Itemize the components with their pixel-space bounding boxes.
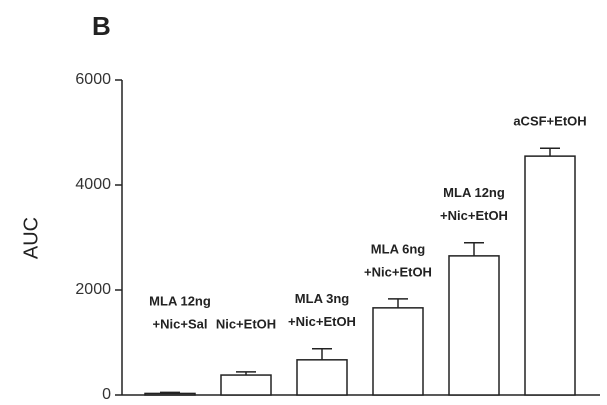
bar (144, 392, 196, 396)
category-label: +Nic+EtOH (288, 314, 356, 329)
bar (296, 359, 348, 396)
category-label: Nic+EtOH (216, 316, 276, 331)
y-tick-label: 2000 (75, 281, 111, 298)
y-axis-label: AUC (20, 217, 42, 259)
panel-label: B (92, 11, 111, 41)
category-label: +Nic+EtOH (440, 208, 508, 223)
bar (524, 155, 576, 396)
category-label: +Nic+Sal (153, 316, 208, 331)
bar (220, 374, 272, 396)
category-label: MLA 6ng (371, 241, 425, 256)
y-tick-label: 6000 (75, 71, 111, 88)
category-label: +Nic+EtOH (364, 264, 432, 279)
category-label: MLA 12ng (149, 293, 211, 308)
bar (372, 307, 424, 396)
y-tick-label: 0 (102, 386, 111, 403)
category-label: MLA 12ng (443, 185, 505, 200)
category-label: aCSF+EtOH (513, 114, 586, 129)
bar (448, 255, 500, 396)
y-tick-label: 4000 (75, 176, 111, 193)
category-label: MLA 3ng (295, 291, 349, 306)
